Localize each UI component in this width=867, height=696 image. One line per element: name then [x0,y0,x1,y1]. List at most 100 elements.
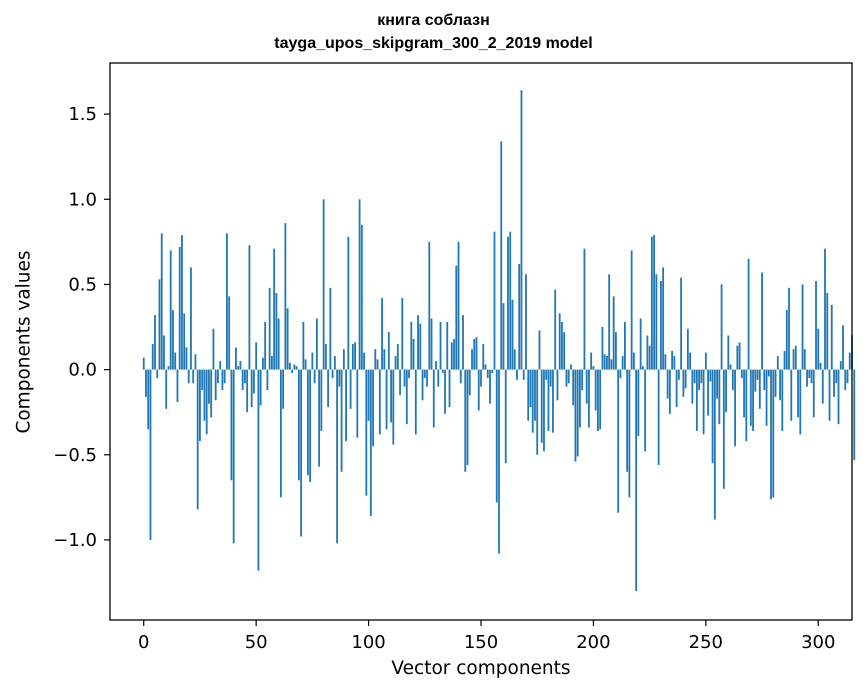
y-tick-label: 1.5 [68,104,97,125]
bar-289 [792,349,795,370]
bar-193 [576,369,579,457]
bar-240 [682,369,685,397]
bar-307 [833,369,835,397]
bar-311 [842,325,844,370]
bar-245 [693,369,696,384]
bar-42 [237,366,240,370]
bar-206 [606,355,608,370]
bar-22 [192,369,195,384]
bar-278 [767,369,770,377]
bar-235 [671,350,674,370]
bar-161 [504,369,507,464]
bar-222 [641,366,644,370]
bar-112 [394,355,397,370]
bar-163 [509,231,512,370]
bar-13 [172,309,174,370]
bar-73 [306,369,309,476]
bar-165 [513,349,516,370]
bar-94 [354,342,356,370]
bar-141 [459,369,462,384]
bar-246 [695,369,698,431]
bar-36 [223,369,226,384]
bar-305 [828,369,831,421]
bar-291 [797,369,799,418]
bar-202 [597,369,599,431]
bar-242 [686,328,689,370]
bar-177 [540,369,543,443]
bar-55 [266,369,269,391]
bar-208 [610,359,613,370]
bar-241 [684,369,687,389]
bar-4 [151,344,154,370]
bar-136 [448,369,451,408]
bar-109 [387,332,390,370]
bar-123 [419,323,422,370]
bar-147 [473,338,476,370]
bar-187 [563,332,566,370]
bar-84 [331,369,334,379]
bar-1 [145,369,147,397]
bar-216 [628,369,631,498]
bar-17 [181,235,183,370]
x-tick-label: 50 [245,632,268,653]
bar-287 [788,287,790,370]
bar-44 [241,369,244,391]
bar-312 [844,369,847,391]
bar-227 [653,235,656,370]
bar-286 [785,309,788,370]
bar-132 [439,321,442,370]
bar-280 [772,369,775,498]
bar-180 [547,369,550,431]
bar-7 [158,279,161,370]
bar-121 [414,369,417,435]
y-tick-label: 0.5 [68,274,97,295]
bar-243 [689,352,692,370]
bar-156 [493,231,496,370]
bar-145 [468,369,471,396]
bar-154 [489,369,491,404]
bar-104 [376,359,379,370]
bar-166 [516,369,518,380]
bar-309 [837,369,840,425]
bar-76 [313,369,316,384]
bar-276 [763,369,766,391]
bar-87 [338,369,341,387]
bar-232 [664,354,667,370]
bar-218 [633,352,635,370]
bar-157 [495,369,498,503]
bar-231 [662,267,665,370]
bar-262 [731,369,734,391]
bar-266 [740,369,743,379]
bar-26 [201,369,204,391]
bar-283 [779,369,781,401]
bar-99 [365,369,368,496]
bar-200 [592,366,595,370]
bar-140 [457,241,460,370]
bar-294 [803,349,806,370]
bar-125 [423,369,426,379]
bar-155 [491,369,494,374]
bar-253 [711,369,714,464]
bar-306 [830,304,833,370]
bar-259 [725,369,727,413]
bar-205 [603,354,606,370]
bar-48 [250,369,253,408]
bar-71 [302,321,305,370]
bar-37 [226,233,228,370]
bar-162 [507,236,509,370]
y-tick-label: 0.0 [68,360,97,381]
bar-149 [477,369,480,411]
bar-88 [340,369,343,472]
bar-33 [217,369,219,384]
bar-226 [650,236,653,370]
bar-27 [203,369,206,421]
bar-188 [565,369,568,387]
bar-82 [327,369,329,408]
bar-299 [815,281,817,370]
bar-204 [601,327,604,370]
bar-51 [257,369,260,571]
bar-233 [666,369,669,399]
bar-220 [637,369,640,437]
bar-6 [156,369,159,379]
bar-302 [821,369,824,404]
